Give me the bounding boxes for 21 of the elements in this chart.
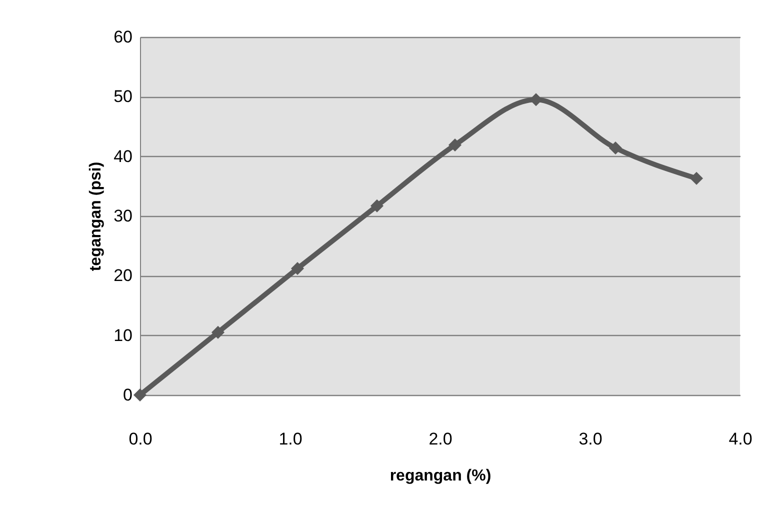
x-tick-label: 3.0 bbox=[578, 430, 602, 448]
point bbox=[370, 199, 384, 212]
y-tick-label: 30 bbox=[114, 206, 132, 226]
y-tick-label: 0 bbox=[123, 386, 132, 404]
y-tick-label: 50 bbox=[114, 87, 132, 106]
x-tick-label: 1.0 bbox=[278, 430, 302, 448]
point bbox=[211, 326, 225, 339]
y-tick-label: 40 bbox=[114, 146, 132, 166]
y-tick-label: 10 bbox=[114, 326, 132, 345]
point bbox=[133, 388, 147, 402]
x-axis-title: regangan (%) bbox=[390, 468, 492, 484]
point bbox=[290, 262, 304, 276]
point bbox=[608, 141, 622, 154]
point bbox=[690, 172, 704, 185]
y-axis-title: tegangan (psi) bbox=[88, 162, 105, 272]
y-tick-label: 20 bbox=[114, 266, 132, 286]
x-tick-label: 2.0 bbox=[428, 430, 452, 448]
point bbox=[448, 138, 462, 152]
x-tick-label: 0.0 bbox=[128, 430, 152, 448]
y-tick-label: 60 bbox=[114, 28, 132, 46]
x-tick-label: 4.0 bbox=[728, 430, 752, 448]
